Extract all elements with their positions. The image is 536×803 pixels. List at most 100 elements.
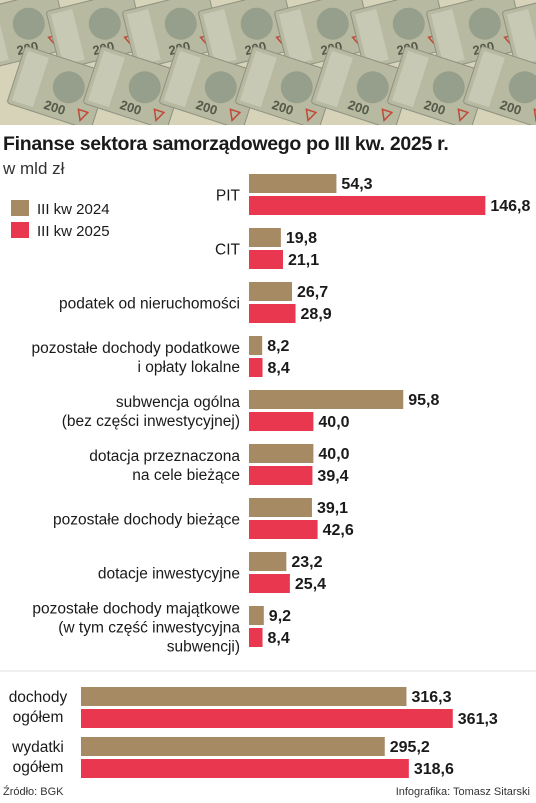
banknote: 200 xyxy=(274,0,374,70)
banknotes-banner: 2002002002002002002002002002002002002002… xyxy=(0,0,536,125)
value-label-2024: 39,1 xyxy=(317,500,348,517)
banknote: 200 xyxy=(0,0,70,70)
value-label-2025: 39,4 xyxy=(317,468,348,485)
banknote: 200 xyxy=(387,46,489,125)
bar-2024 xyxy=(249,282,292,301)
banknote: 200 xyxy=(235,46,337,125)
bar-2025 xyxy=(249,628,263,647)
source-note: Źródło: BGK xyxy=(3,786,64,798)
category-label: pozostałe dochody majątkowe xyxy=(32,601,240,618)
banknote-label: 200 xyxy=(42,97,67,118)
banknote: 200 xyxy=(159,46,261,125)
value-label-2025: 40,0 xyxy=(318,414,349,431)
category-label: pozostałe dochody podatkowe xyxy=(31,340,240,357)
bar-2025 xyxy=(249,412,314,431)
banknote: 200 xyxy=(83,46,185,125)
bar-2024 xyxy=(249,606,264,625)
category-row: 9,2 8,4 pozostałe dochody majątkowe (w tym … xyxy=(32,601,291,656)
value-label-2025: 146,8 xyxy=(490,198,530,215)
bar-2024 xyxy=(249,498,312,517)
legend-label: III kw 2025 xyxy=(37,223,110,240)
bar-2025 xyxy=(249,574,290,593)
bar-2025 xyxy=(249,520,318,539)
value-label-2024: 8,2 xyxy=(267,338,289,355)
banknote-label: 200 xyxy=(498,97,523,118)
value-label-2024: 95,8 xyxy=(408,392,439,409)
category-label: CIT xyxy=(215,242,241,259)
legend-label: III kw 2024 xyxy=(37,201,110,218)
category-row: 40,0 39,4 dotacja przeznaczona na cele bież… xyxy=(89,444,350,485)
value-label-2024: 9,2 xyxy=(269,608,291,625)
bar-2024 xyxy=(81,737,385,756)
banknote: 200 xyxy=(350,0,450,70)
bar-2024 xyxy=(249,552,287,571)
category-label: (bez części inwestycyjnej) xyxy=(62,413,240,430)
banknote: 200 xyxy=(502,0,536,70)
banknote-label: 200 xyxy=(194,97,219,118)
total-category-label: wydatki xyxy=(11,739,64,756)
category-label: dotacja przeznaczona xyxy=(89,448,240,465)
total-row: 316,3 361,3 dochody ogółem xyxy=(9,687,498,728)
category-label: pozostałe dochody bieżące xyxy=(53,512,240,529)
bar-2024 xyxy=(81,687,407,706)
banknote: 200 xyxy=(426,0,526,70)
category-row: 39,1 42,6 pozostałe dochody bieżące xyxy=(53,498,354,539)
value-label-2025: 42,6 xyxy=(323,522,354,539)
banknote: 200 xyxy=(122,0,222,70)
chart-subtitle: w mld zł xyxy=(3,159,65,178)
value-label-2025: 28,9 xyxy=(301,306,332,323)
banknote-label: 200 xyxy=(346,97,371,118)
category-label: subwencji) xyxy=(167,639,240,656)
bar-2025 xyxy=(249,250,283,269)
value-label-2024: 54,3 xyxy=(341,176,372,193)
bar-chart: III kw 2024 III kw 2025 54,3 146,8 PIT 19,8 21… xyxy=(0,174,536,778)
category-row: 23,2 25,4 dotacje inwestycyjne xyxy=(98,552,326,593)
category-label: dotacje inwestycyjne xyxy=(98,566,240,583)
total-category-label: dochody xyxy=(9,689,68,706)
legend: III kw 2024 III kw 2025 xyxy=(2,193,160,245)
value-label-2024: 316,3 xyxy=(411,689,451,706)
total-row: 295,2 318,6 wydatki ogółem xyxy=(11,737,454,778)
bar-2024 xyxy=(249,174,337,193)
bar-2024 xyxy=(249,390,404,409)
category-row: 26,7 28,9 podatek od nieruchomości xyxy=(59,282,332,323)
banknotes-image: 2002002002002002002002002002002002002002… xyxy=(0,0,536,125)
banknote-label: 200 xyxy=(118,97,143,118)
value-label-2025: 25,4 xyxy=(295,576,326,593)
bar-2025 xyxy=(249,196,486,215)
bar-2025 xyxy=(249,466,313,485)
banknote: 200 xyxy=(7,46,109,125)
banknote: 200 xyxy=(463,46,536,125)
bar-2024 xyxy=(249,336,263,355)
value-label-2024: 19,8 xyxy=(286,230,317,247)
value-label-2025: 361,3 xyxy=(458,711,498,728)
value-label-2024: 295,2 xyxy=(390,739,430,756)
bar-2024 xyxy=(249,444,314,463)
bar-2025 xyxy=(249,358,263,377)
banknote-label: 200 xyxy=(422,97,447,118)
value-label-2024: 40,0 xyxy=(318,446,349,463)
banknote-label: 200 xyxy=(270,97,295,118)
value-label-2025: 8,4 xyxy=(268,360,290,377)
credit-note: Infografika: Tomasz Sitarski xyxy=(395,786,530,798)
value-label-2024: 26,7 xyxy=(297,284,328,301)
value-label-2024: 23,2 xyxy=(291,554,322,571)
category-row: 95,8 40,0 subwencja ogólna (bez części inwe… xyxy=(62,390,439,431)
value-label-2025: 21,1 xyxy=(288,252,319,269)
category-row: 54,3 146,8 PIT xyxy=(216,174,530,215)
bar-2025 xyxy=(249,304,296,323)
legend-swatch xyxy=(11,200,29,216)
category-row: 8,2 8,4 pozostałe dochody podatkowe i opłat… xyxy=(31,336,290,377)
category-label: (w tym część inwestycyjna xyxy=(58,620,240,637)
category-label: na cele bieżące xyxy=(132,467,240,484)
category-label: i opłaty lokalne xyxy=(137,359,240,376)
total-category-label: ogółem xyxy=(13,759,64,776)
bar-2024 xyxy=(249,228,281,247)
category-row: 19,8 21,1 CIT xyxy=(215,228,319,269)
total-category-label: ogółem xyxy=(13,709,64,726)
value-label-2025: 8,4 xyxy=(268,630,290,647)
category-label: PIT xyxy=(216,188,241,205)
bar-2025 xyxy=(81,759,409,778)
banknote: 200 xyxy=(311,46,413,125)
value-label-2025: 318,6 xyxy=(414,761,454,778)
